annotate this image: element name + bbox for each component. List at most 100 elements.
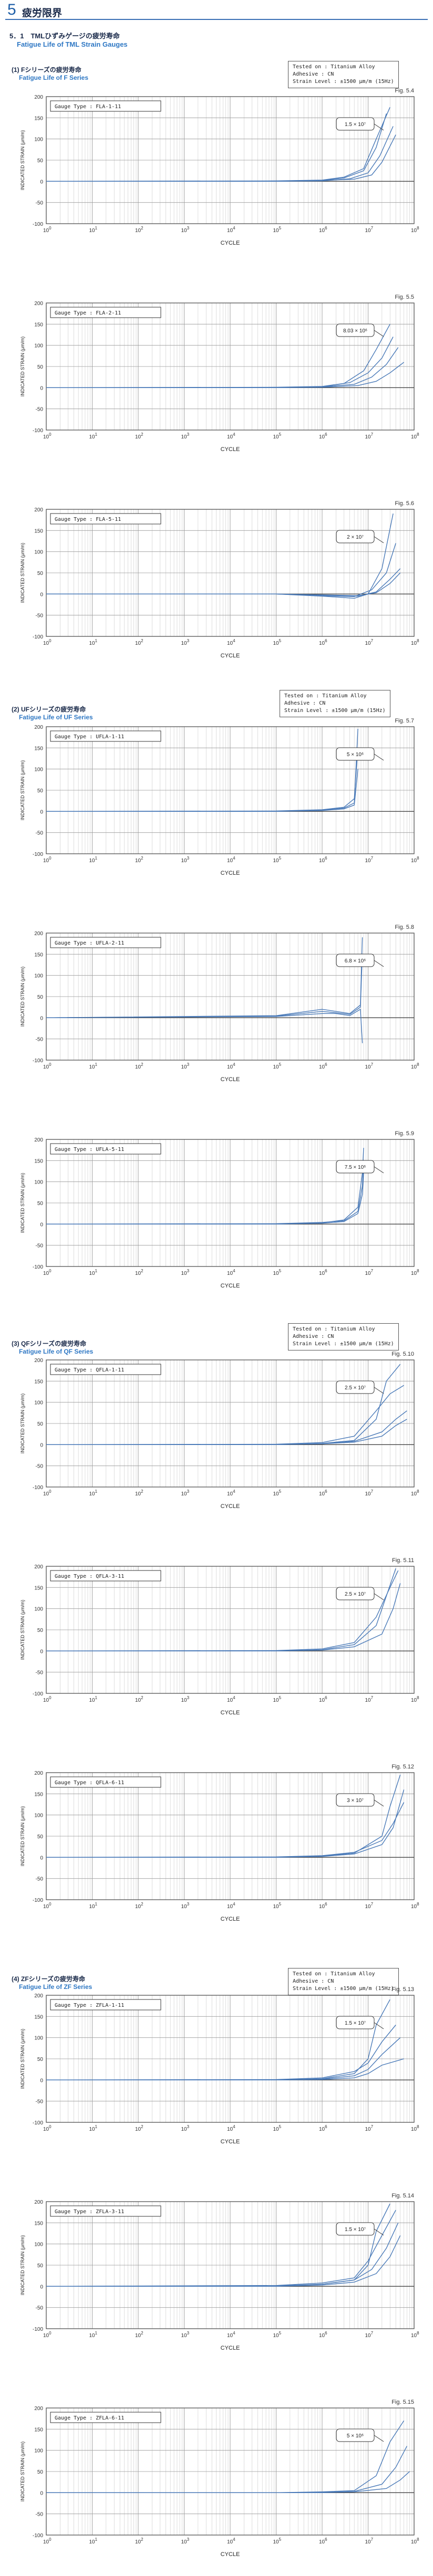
x-axis-label: CYCLE (221, 1916, 240, 1922)
figure-label: Fig. 5.11 (392, 1557, 414, 1564)
callout-pointer (374, 1387, 384, 1394)
gauge-type-box (50, 2412, 161, 2423)
series-heading-uf: (2) UFシリーズの疲労寿命 Fatigue Life of UF Serie… (12, 705, 93, 721)
x-tick-label: 102 (135, 226, 143, 234)
y-tick-label: -100 (33, 1058, 43, 1064)
callout-label: 7.5 × 10⁶ (345, 1165, 366, 1170)
y-tick-label: 0 (40, 1855, 43, 1861)
y-tick-label: 100 (34, 1400, 43, 1406)
series-title-en: Fatigue Life of F Series (19, 74, 89, 81)
strain-level-text: Strain Level : ±1500 μm/m (15Hz) (293, 79, 394, 85)
x-axis-label: CYCLE (221, 1076, 240, 1083)
figure-label: Fig. 5.7 (395, 718, 414, 724)
callout-pointer (374, 2228, 384, 2236)
x-tick-label: 101 (89, 1695, 98, 1703)
y-tick-label: 100 (34, 1180, 43, 1186)
x-tick-label: 103 (181, 1062, 190, 1070)
series-line (46, 1385, 404, 1446)
y-tick-label: 0 (40, 592, 43, 598)
y-tick-label: 150 (34, 322, 43, 328)
x-tick-label: 104 (227, 2331, 235, 2339)
x-tick-label: 108 (411, 1902, 419, 1910)
y-tick-label: 50 (37, 1421, 44, 1427)
x-tick-label: 104 (227, 2537, 235, 2545)
figure-label: Fig. 5.12 (391, 1764, 414, 1770)
gauge-type-box (50, 1143, 161, 1155)
y-tick-label: 50 (37, 994, 44, 1000)
y-tick-label: 200 (34, 2406, 43, 2412)
x-axis-label: CYCLE (221, 446, 240, 453)
y-axis-label: INDICATED STRAIN (μm/m) (20, 2029, 25, 2089)
series-line (46, 362, 405, 389)
plot-frame (46, 1139, 415, 1267)
gauge-type-label: Gauge Type : ZFLA-6-11 (55, 2415, 124, 2421)
x-tick-label: 103 (181, 2537, 190, 2545)
gauge-type-box (50, 730, 161, 742)
test-conditions-box: Tested on : Titanium Alloy Adhesive : CN… (288, 1323, 399, 1350)
gauge-type-label: Gauge Type : FLA-5-11 (55, 517, 121, 522)
x-tick-label: 101 (89, 432, 98, 440)
plot-frame (46, 1772, 415, 1900)
x-tick-label: 107 (365, 2537, 374, 2545)
x-tick-label: 100 (43, 226, 51, 234)
strain-level-text: Strain Level : ±1500 μm/m (15Hz) (293, 1341, 394, 1347)
adhesive-text: Adhesive : CN (293, 71, 334, 77)
y-tick-label: -100 (33, 1898, 43, 1903)
x-tick-label: 103 (181, 638, 190, 646)
gauge-type-box (50, 100, 161, 112)
x-tick-label: 105 (273, 2124, 282, 2132)
plot-frame (46, 96, 415, 224)
fatigue-chart: 100 101 102 103 104 105 106 107 108 -100 -50 0 50 100… (20, 294, 419, 453)
gauge-type-label: Gauge Type : QFLA-1-11 (55, 1367, 124, 1373)
x-tick-label: 105 (273, 226, 282, 234)
y-axis-label: INDICATED STRAIN (μm/m) (20, 1806, 25, 1867)
x-tick-label: 103 (181, 226, 190, 234)
plot-frame (46, 726, 415, 854)
x-tick-label: 105 (273, 1062, 282, 1070)
plot-frame (46, 509, 415, 637)
series-line (46, 134, 396, 182)
y-tick-label: 100 (34, 2448, 43, 2454)
figure-label: Fig. 5.9 (395, 1130, 414, 1137)
callout-pointer (374, 2435, 384, 2442)
y-tick-label: -100 (33, 428, 43, 434)
y-tick-label: 0 (40, 2284, 43, 2290)
y-tick-label: 100 (34, 343, 43, 349)
callout-label: 2.5 × 10⁷ (345, 1385, 366, 1391)
x-tick-label: 107 (365, 1695, 374, 1703)
x-tick-label: 105 (273, 856, 282, 864)
x-tick-label: 100 (43, 2537, 51, 2545)
x-tick-label: 103 (181, 1902, 190, 1910)
y-tick-label: -50 (36, 1670, 44, 1676)
callout-pointer (374, 330, 384, 337)
figure-label: Fig. 5.4 (395, 88, 414, 94)
y-tick-label: 150 (34, 1379, 43, 1385)
callout-pointer (374, 753, 384, 761)
callout-label: 5 × 10⁶ (347, 2433, 364, 2439)
y-tick-label: 150 (34, 2014, 43, 2020)
tested-on-text: Tested on : Titanium Alloy (293, 64, 375, 70)
y-tick-label: -100 (33, 1691, 43, 1697)
figure-label: Fig. 5.13 (391, 1986, 414, 1993)
y-tick-label: 50 (37, 1834, 44, 1840)
x-tick-label: 108 (411, 432, 419, 440)
gauge-type-box (50, 1364, 161, 1375)
x-tick-label: 107 (365, 1489, 374, 1497)
fatigue-chart: 100 101 102 103 104 105 106 107 108 -100 -50 0 50 100… (20, 88, 419, 246)
x-tick-label: 105 (273, 1489, 282, 1497)
x-tick-label: 104 (227, 1489, 235, 1497)
figure-label: Fig. 5.14 (391, 2193, 414, 2199)
y-tick-label: 100 (34, 550, 43, 556)
x-tick-label: 108 (411, 2124, 419, 2132)
callout-label: 1.5 × 10⁷ (345, 2227, 366, 2233)
y-tick-label: 100 (34, 767, 43, 773)
callout-pointer (374, 123, 384, 131)
callout-label: 3 × 10⁷ (347, 1798, 364, 1804)
adhesive-text: Adhesive : CN (293, 1334, 334, 1339)
x-tick-label: 106 (319, 1062, 327, 1070)
x-tick-label: 104 (227, 1902, 235, 1910)
y-tick-label: -100 (33, 2533, 43, 2539)
series-line (46, 1583, 401, 1652)
series-line (46, 1148, 364, 1225)
series-line (46, 1789, 405, 1858)
